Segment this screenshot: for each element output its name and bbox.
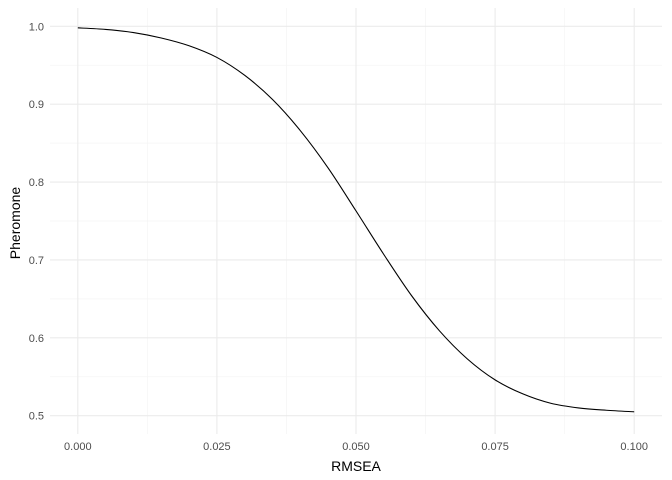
y-tick-label: 0.9 <box>29 99 44 111</box>
y-axis-title: Pheromone <box>7 187 23 260</box>
x-tick-label: 0.025 <box>203 441 231 453</box>
x-tick-label: 0.075 <box>481 441 509 453</box>
series <box>77 27 635 413</box>
y-tick-label: 1.0 <box>29 21 44 33</box>
y-tick-label: 0.7 <box>29 255 44 267</box>
y-tick-label: 0.8 <box>29 177 44 189</box>
series-line <box>77 27 635 413</box>
x-axis-title: RMSEA <box>331 458 381 474</box>
x-tick-label: 0.000 <box>64 441 92 453</box>
y-tick-label: 0.5 <box>29 411 44 423</box>
grid <box>50 8 662 434</box>
tick-labels: 0.000 0.025 0.050 0.075 0.100 0.5 0.6 0.7 0.8 0.9… <box>29 21 648 453</box>
x-tick-label: 0.050 <box>342 441 370 453</box>
y-tick-label: 0.6 <box>29 333 44 345</box>
x-tick-label: 0.100 <box>620 441 648 453</box>
